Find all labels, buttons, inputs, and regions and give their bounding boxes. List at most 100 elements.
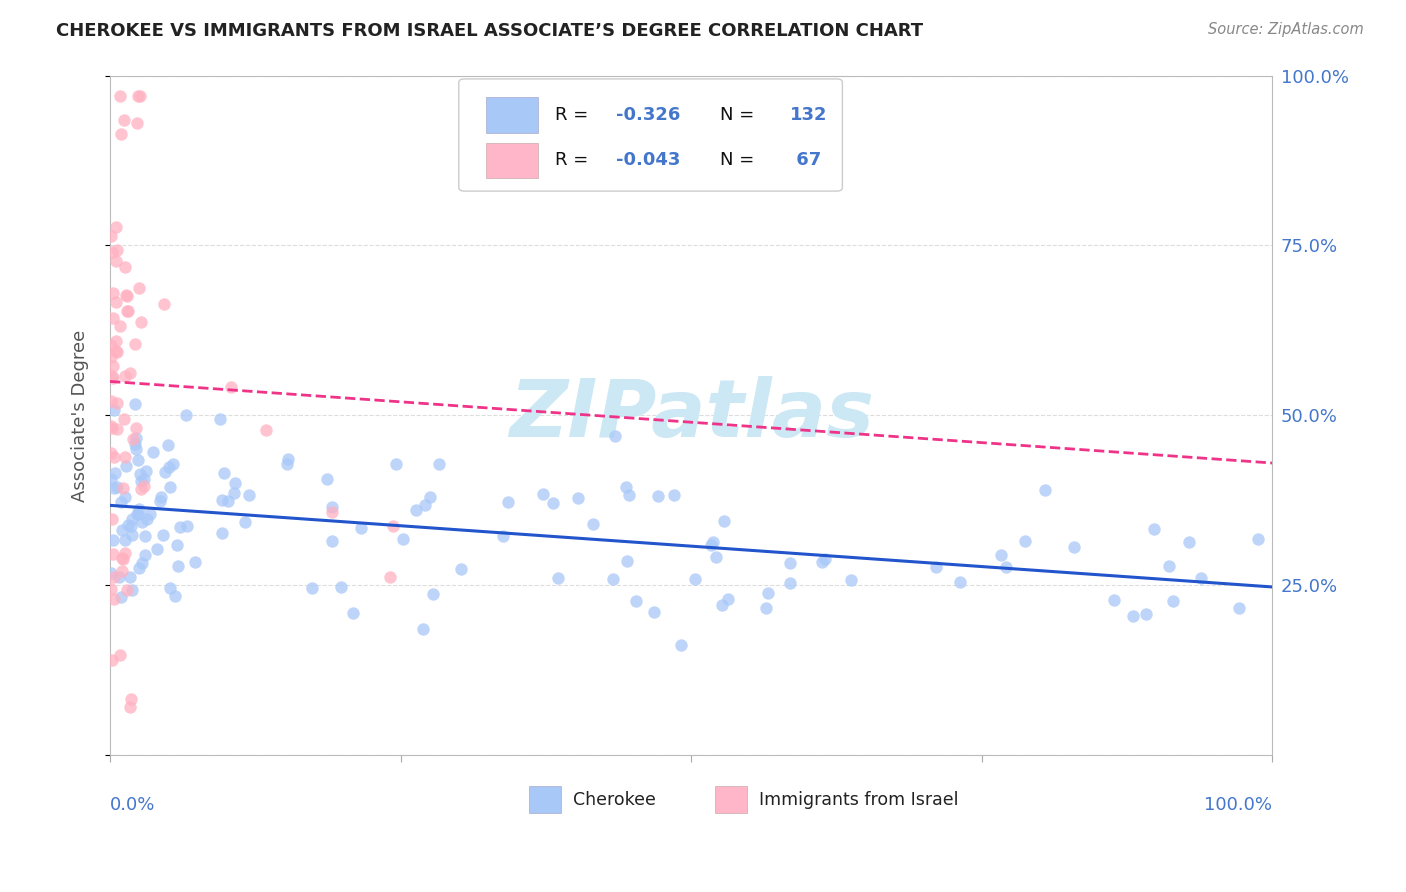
Point	[211, 526, 233, 541]
Point	[647, 489, 669, 503]
Point	[131, 556, 153, 570]
Bar	[714, 786, 747, 814]
Point	[413, 498, 436, 512]
Text: R =: R =	[555, 152, 595, 169]
Point	[111, 564, 134, 578]
Point	[108, 318, 131, 333]
Point	[124, 431, 146, 445]
Text: N =: N =	[720, 106, 761, 124]
Point	[115, 458, 138, 473]
Point	[814, 551, 837, 566]
Point	[100, 652, 122, 666]
Point	[149, 493, 172, 508]
Point	[616, 554, 638, 568]
Point	[169, 519, 191, 533]
Point	[166, 537, 188, 551]
Point	[276, 451, 298, 466]
Point	[100, 472, 122, 486]
Point	[132, 479, 155, 493]
Point	[114, 260, 136, 275]
Text: 0.0%: 0.0%	[110, 797, 156, 814]
Point	[100, 421, 122, 435]
Point	[115, 289, 138, 303]
Point	[101, 285, 124, 300]
Point	[103, 592, 125, 607]
Point	[176, 519, 198, 533]
FancyBboxPatch shape	[458, 78, 842, 191]
Point	[567, 491, 589, 505]
Point	[100, 369, 122, 384]
Point	[254, 424, 277, 438]
Point	[121, 512, 143, 526]
Point	[101, 547, 124, 561]
Point	[605, 429, 627, 443]
Point	[301, 581, 323, 595]
Point	[643, 605, 665, 619]
Point	[222, 485, 245, 500]
Point	[103, 450, 125, 465]
Point	[152, 527, 174, 541]
Text: 132: 132	[790, 106, 828, 124]
Point	[110, 495, 132, 509]
Point	[103, 533, 125, 548]
Point	[107, 344, 129, 359]
Point	[541, 496, 564, 510]
Point	[219, 380, 242, 394]
Point	[1189, 571, 1212, 585]
Point	[134, 528, 156, 542]
Point	[100, 338, 122, 352]
Point	[380, 570, 402, 584]
Point	[700, 538, 723, 552]
Point	[114, 450, 136, 465]
Text: 100.0%: 100.0%	[1205, 797, 1272, 814]
Point	[496, 494, 519, 508]
Point	[101, 512, 124, 526]
Point	[321, 500, 343, 514]
Point	[131, 474, 153, 488]
Point	[224, 476, 246, 491]
Point	[134, 548, 156, 562]
Point	[238, 488, 260, 502]
Point	[114, 369, 136, 384]
Bar	[485, 143, 538, 178]
Point	[450, 562, 472, 576]
Point	[626, 594, 648, 608]
Point	[810, 555, 832, 569]
Point	[994, 559, 1017, 574]
Point	[121, 583, 143, 598]
Point	[121, 528, 143, 542]
Point	[717, 592, 740, 607]
Point	[103, 466, 125, 480]
Point	[103, 370, 125, 384]
Point	[125, 116, 148, 130]
Point	[120, 700, 142, 714]
Point	[1104, 593, 1126, 607]
Point	[105, 243, 128, 257]
Point	[713, 514, 735, 528]
Point	[100, 350, 122, 364]
Point	[127, 507, 149, 521]
Point	[602, 573, 624, 587]
Text: Immigrants from Israel: Immigrants from Israel	[759, 790, 959, 808]
Text: R =: R =	[555, 106, 595, 124]
Point	[124, 397, 146, 411]
Point	[321, 533, 343, 548]
Point	[105, 295, 128, 310]
Point	[105, 422, 128, 436]
Point	[150, 490, 173, 504]
Point	[142, 444, 165, 458]
Point	[321, 505, 343, 519]
Point	[162, 457, 184, 471]
Point	[183, 555, 205, 569]
Point	[1157, 558, 1180, 573]
Point	[101, 359, 124, 373]
Point	[685, 572, 707, 586]
Point	[114, 546, 136, 560]
Point	[108, 570, 131, 584]
Point	[671, 638, 693, 652]
Point	[105, 253, 128, 268]
Point	[115, 304, 138, 318]
Point	[135, 464, 157, 478]
Point	[1178, 535, 1201, 549]
Point	[1227, 600, 1250, 615]
